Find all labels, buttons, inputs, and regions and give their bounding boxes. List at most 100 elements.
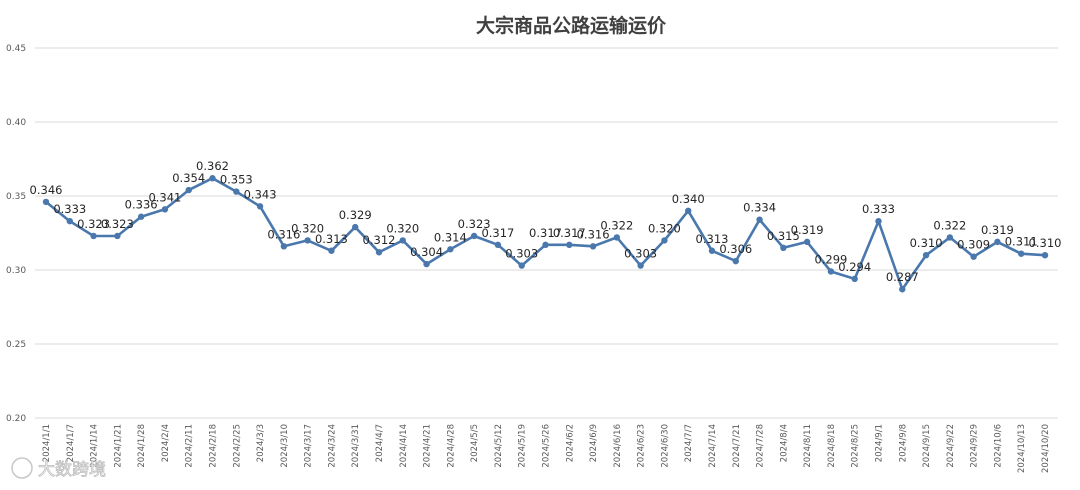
data-label: 0.303 xyxy=(624,247,657,261)
data-label: 0.323 xyxy=(101,217,134,231)
y-tick-label: 0.30 xyxy=(6,266,26,276)
data-point xyxy=(708,247,716,254)
data-label: 0.313 xyxy=(696,232,729,246)
x-tick-label: 2024/8/11 xyxy=(803,424,813,468)
x-tick-label: 2024/9/15 xyxy=(922,424,932,468)
x-tick-label: 2024/3/3 xyxy=(256,424,266,462)
data-point xyxy=(256,203,264,210)
data-point xyxy=(566,241,573,249)
data-label: 0.310 xyxy=(1029,236,1062,250)
y-tick-label: 0.20 xyxy=(6,414,26,424)
data-label: 0.317 xyxy=(529,226,562,240)
x-tick-label: 2024/1/28 xyxy=(137,424,147,468)
data-point xyxy=(899,286,906,293)
x-tick-label: 2024/2/4 xyxy=(161,424,171,462)
data-label: 0.354 xyxy=(172,171,205,185)
data-point xyxy=(66,217,73,225)
data-point xyxy=(613,234,621,241)
y-tick-label: 0.25 xyxy=(6,340,26,350)
data-point xyxy=(946,234,954,241)
x-tick-label: 2024/8/25 xyxy=(851,424,861,468)
x-tick-label: 2024/5/12 xyxy=(494,424,504,468)
data-label: 0.329 xyxy=(339,208,372,222)
data-point xyxy=(589,243,597,250)
data-point xyxy=(518,262,525,269)
data-point xyxy=(803,238,811,246)
data-label: 0.333 xyxy=(53,202,86,216)
x-tick-label: 2024/6/23 xyxy=(637,424,647,468)
x-tick-label: 2024/5/26 xyxy=(542,424,552,468)
data-point xyxy=(233,188,240,195)
y-tick-label: 0.35 xyxy=(6,192,26,202)
data-point xyxy=(423,260,430,268)
x-tick-label: 2024/9/1 xyxy=(875,424,885,462)
data-label: 0.313 xyxy=(315,232,348,246)
data-point xyxy=(542,241,549,249)
data-label: 0.310 xyxy=(910,236,943,250)
x-tick-label: 2024/1/1 xyxy=(42,424,52,462)
x-tick-label: 2024/3/24 xyxy=(327,424,337,468)
data-point xyxy=(447,246,454,253)
data-label: 0.287 xyxy=(886,270,919,284)
x-tick-label: 2024/8/18 xyxy=(827,424,837,468)
data-label: 0.317 xyxy=(481,226,514,240)
x-tick-label: 2024/5/5 xyxy=(470,424,480,462)
x-tick-label: 2024/4/14 xyxy=(399,424,409,468)
data-label: 0.316 xyxy=(577,227,610,241)
data-label: 0.343 xyxy=(244,187,277,201)
x-tick-label: 2024/8/4 xyxy=(779,424,789,462)
data-point xyxy=(922,252,930,259)
x-tick-label: 2024/6/2 xyxy=(565,424,575,462)
data-point xyxy=(137,213,145,220)
data-label: 0.312 xyxy=(363,233,396,247)
data-point xyxy=(661,237,668,244)
data-point xyxy=(732,257,739,265)
y-axis-ticks: 0.20 0.25 0.30 0.35 0.40 0.45 xyxy=(6,44,26,424)
data-point xyxy=(827,268,835,275)
data-label: 0.336 xyxy=(125,198,158,212)
data-point xyxy=(280,243,288,250)
x-tick-label: 2024/7/21 xyxy=(732,424,742,468)
data-point xyxy=(352,223,359,231)
chart-title: 大宗商品公路运输运价 xyxy=(476,14,667,37)
y-tick-label: 0.40 xyxy=(6,118,26,128)
data-label: 0.334 xyxy=(743,201,776,215)
x-tick-label: 2024/7/28 xyxy=(756,424,766,468)
x-tick-label: 2024/2/18 xyxy=(209,424,219,468)
data-point xyxy=(161,206,169,213)
x-tick-label: 2024/3/10 xyxy=(280,424,290,468)
x-axis-ticks: 2024/1/1 2024/1/7 2024/1/14 2024/1/21 2024/1… xyxy=(42,424,1051,473)
data-label: 0.353 xyxy=(220,173,253,187)
data-label: 0.303 xyxy=(505,247,538,261)
data-label: 0.317 xyxy=(553,226,586,240)
x-tick-label: 2024/3/17 xyxy=(304,424,314,468)
data-label: 0.323 xyxy=(77,217,110,231)
data-point xyxy=(756,216,763,223)
x-tick-label: 2024/7/14 xyxy=(708,424,718,468)
data-point xyxy=(637,262,644,269)
data-point xyxy=(970,253,977,260)
data-label: 0.341 xyxy=(148,190,181,204)
x-tick-label: 2024/5/19 xyxy=(518,424,528,468)
x-tick-label: 2024/3/31 xyxy=(351,424,361,468)
x-tick-label: 2024/4/7 xyxy=(375,424,385,462)
x-tick-label: 2024/6/16 xyxy=(613,424,623,468)
data-label: 0.316 xyxy=(267,227,300,241)
data-labels: 0.3460.3330.3230.3230.3360.3410.3540.362… xyxy=(30,159,1062,284)
data-label: 0.346 xyxy=(30,183,63,197)
x-tick-label: 2024/2/11 xyxy=(185,424,195,468)
data-label: 0.322 xyxy=(933,218,966,232)
data-label: 0.294 xyxy=(838,260,871,274)
gridlines xyxy=(35,47,1058,419)
data-label: 0.306 xyxy=(719,242,752,256)
data-label: 0.315 xyxy=(767,229,800,243)
data-point xyxy=(851,275,858,283)
x-tick-label: 2024/9/22 xyxy=(946,424,956,468)
x-tick-label: 2024/6/30 xyxy=(660,424,670,468)
data-label: 0.320 xyxy=(386,221,419,235)
data-label: 0.309 xyxy=(957,238,990,252)
data-label: 0.314 xyxy=(434,230,467,244)
data-point xyxy=(375,249,383,256)
x-tick-label: 2024/2/25 xyxy=(232,424,242,468)
